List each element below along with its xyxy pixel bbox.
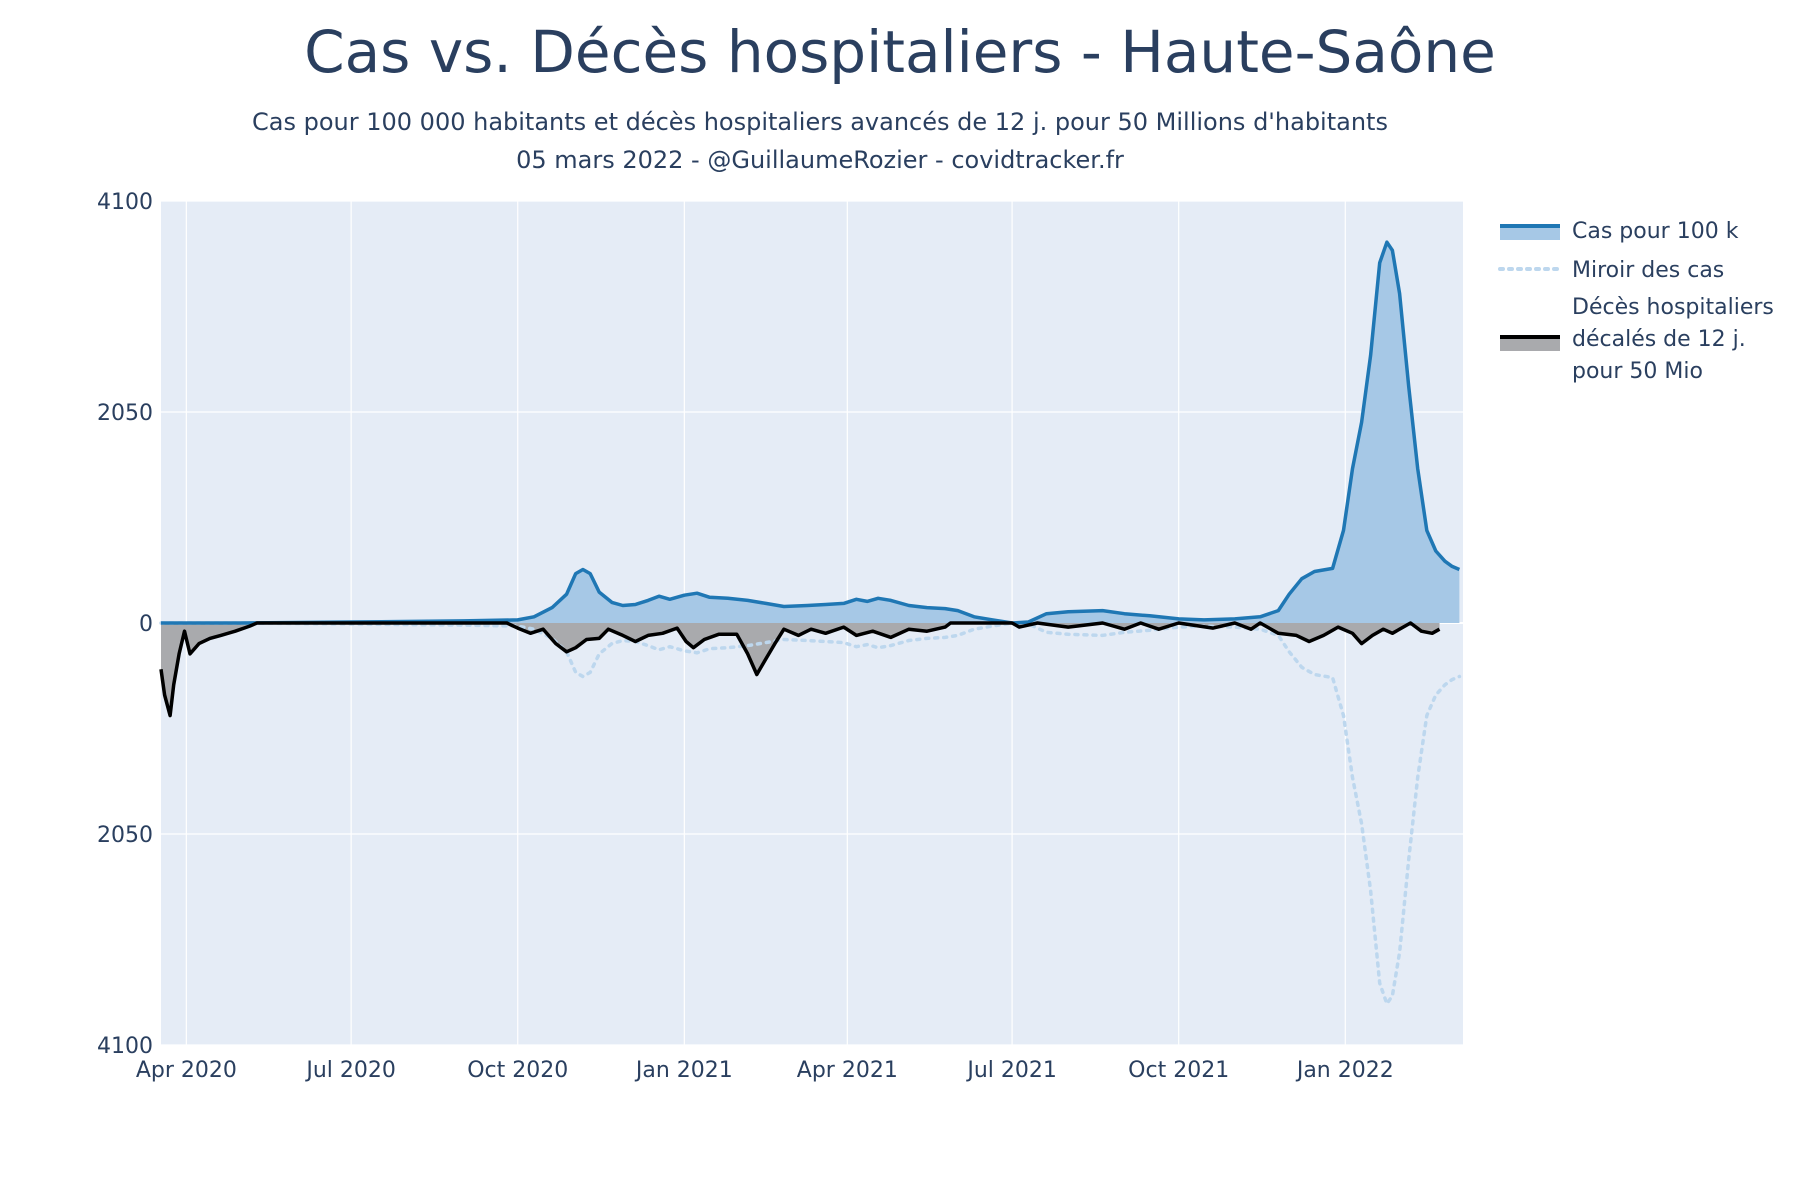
series-layer — [159, 240, 1462, 1008]
legend-label-deaths-3: pour 50 Mio — [1572, 359, 1703, 384]
x-tick-label: Apr 2020 — [136, 1058, 237, 1083]
series-deaths-line — [159, 621, 1441, 718]
series-deaths-area — [161, 623, 1440, 716]
legend-item-cases[interactable]: Cas pour 100 k — [1500, 219, 1739, 244]
legend-label-deaths-1: Décès hospitaliers — [1572, 295, 1774, 320]
y-tick-label: 2050 — [97, 401, 153, 426]
x-tick-label: Oct 2020 — [467, 1058, 568, 1083]
x-tick-label: Jul 2021 — [965, 1058, 1057, 1083]
x-tick-label: Jan 2022 — [1295, 1058, 1394, 1083]
x-tick-label: Jan 2021 — [634, 1058, 733, 1083]
x-tick-label: Jul 2020 — [304, 1058, 396, 1083]
chart-title: Cas vs. Décès hospitaliers - Haute-Saône — [304, 18, 1496, 86]
legend-label-cases: Cas pour 100 k — [1572, 219, 1739, 244]
series-mirror-line — [159, 621, 1462, 1008]
x-tick-label: Apr 2021 — [797, 1058, 898, 1083]
y-tick-label: 4100 — [97, 190, 153, 215]
series-cases-line — [161, 240, 1461, 625]
chart-source-line: 05 mars 2022 - @GuillaumeRozier - covidt… — [516, 146, 1124, 174]
legend-item-mirror[interactable]: Miroir des cas — [1498, 258, 1724, 283]
chart-subtitle: Cas pour 100 000 habitants et décès hosp… — [252, 108, 1388, 136]
x-tick-label: Oct 2021 — [1128, 1058, 1229, 1083]
y-tick-label: 4100 — [97, 1034, 153, 1059]
legend[interactable]: Cas pour 100 k Miroir des cas Décès hosp… — [1498, 219, 1774, 384]
legend-swatch-cases-fill — [1500, 228, 1560, 240]
y-tick-label: 0 — [139, 612, 153, 637]
legend-item-deaths[interactable]: Décès hospitaliers décalés de 12 j. pour… — [1500, 295, 1774, 384]
legend-label-mirror: Miroir des cas — [1572, 258, 1724, 283]
y-tick-label: 2050 — [97, 823, 153, 848]
legend-label-deaths-2: décalés de 12 j. — [1572, 327, 1746, 352]
series-cases-area — [161, 242, 1460, 623]
legend-swatch-deaths-fill — [1500, 339, 1560, 351]
